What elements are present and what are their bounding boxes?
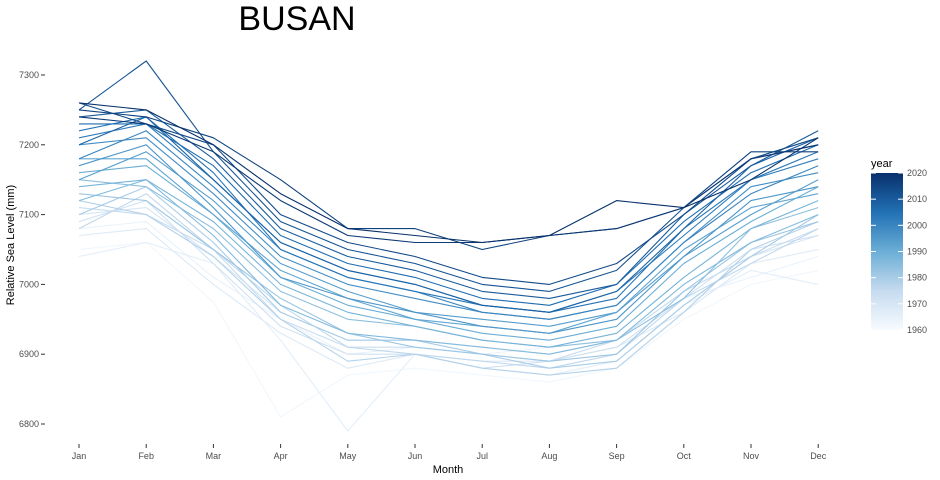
colorbar-tick-label: 2020 xyxy=(907,168,927,178)
series-line-2012 xyxy=(78,60,819,292)
y-tick-label: 7200 xyxy=(19,140,39,150)
series-line-1994 xyxy=(78,151,819,327)
series-line-1990 xyxy=(78,165,819,341)
colorbar-tick-label: 1990 xyxy=(907,247,927,257)
series-line-1992 xyxy=(79,158,819,334)
y-axis: 6800 6900 7000 7100 7200 7300 xyxy=(19,70,45,429)
x-tick-label: Dec xyxy=(810,451,827,461)
x-tick-label: Jan xyxy=(72,451,87,461)
series-line-2014 xyxy=(78,102,819,285)
series-lines xyxy=(78,60,819,432)
legend-title: year xyxy=(871,158,893,170)
x-tick-label: Oct xyxy=(677,451,692,461)
series-line-2006 xyxy=(79,123,819,306)
colorbar-ticks: 1960 1970 1980 1990 2000 2010 2020 xyxy=(871,168,927,335)
colorbar-tick-label: 1980 xyxy=(907,273,927,283)
series-line-2004 xyxy=(78,116,819,313)
series-line-2020 xyxy=(78,102,819,244)
series-line-1962 xyxy=(78,241,819,418)
y-axis-title: Relative Sea Level (mm) xyxy=(5,185,17,305)
legend: year 1960 1970 1980 1990 2000 2010 2020 xyxy=(871,158,927,335)
series-line-2000 xyxy=(78,130,819,320)
x-tick-label: Jun xyxy=(408,451,423,461)
series-line-1998 xyxy=(78,137,819,320)
x-tick-label: Sep xyxy=(609,451,625,461)
y-tick-label: 7300 xyxy=(19,70,39,80)
x-tick-label: Feb xyxy=(138,451,154,461)
x-axis-title: Month xyxy=(433,464,464,476)
series-line-1996 xyxy=(78,144,819,334)
x-tick-label: May xyxy=(339,451,357,461)
chart-title: BUSAN xyxy=(238,0,355,38)
x-tick-label: Nov xyxy=(743,451,760,461)
series-line-1966 xyxy=(78,241,819,432)
x-tick-label: Aug xyxy=(541,451,557,461)
y-tick-label: 7100 xyxy=(19,210,39,220)
series-line-2010 xyxy=(78,109,819,299)
x-tick-label: Mar xyxy=(206,451,222,461)
y-tick-label: 6900 xyxy=(19,349,39,359)
series-line-1980 xyxy=(78,186,819,369)
x-tick-label: Apr xyxy=(274,451,288,461)
colorbar xyxy=(871,173,903,330)
colorbar-tick-label: 1960 xyxy=(907,325,927,335)
series-line-1976 xyxy=(78,193,819,369)
series-line-1988 xyxy=(78,179,819,348)
colorbar-tick-label: 2000 xyxy=(907,220,927,230)
colorbar-tick-label: 1970 xyxy=(907,299,927,309)
x-axis: Jan Feb Mar Apr May Jun Jul Aug Sep Oct Nov Dec xyxy=(72,444,827,461)
colorbar-tick-label: 2010 xyxy=(907,194,927,204)
series-line-1986 xyxy=(78,179,819,355)
series-line-1982 xyxy=(78,193,819,362)
series-line-2016 xyxy=(78,109,819,251)
y-tick-label: 6800 xyxy=(19,419,39,429)
series-line-1978 xyxy=(78,200,819,376)
series-line-2002 xyxy=(78,123,819,313)
series-line-2008 xyxy=(78,116,819,313)
series-line-2018 xyxy=(78,116,819,244)
x-tick-label: Jul xyxy=(476,451,488,461)
y-tick-label: 7000 xyxy=(19,279,39,289)
